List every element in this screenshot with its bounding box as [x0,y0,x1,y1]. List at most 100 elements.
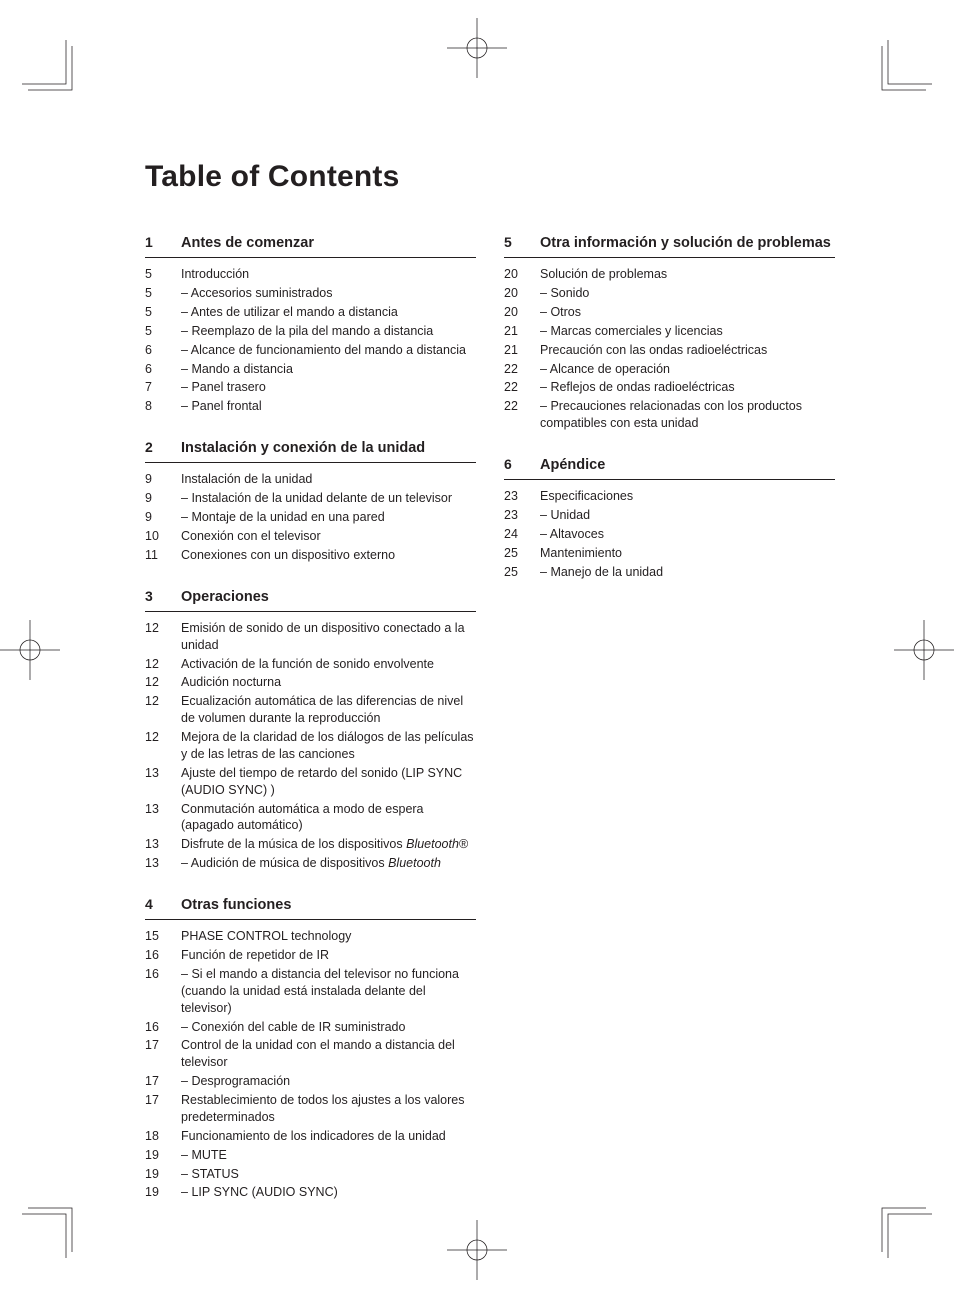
toc-entries: 23Especificaciones23Unidad24Altavoces25M… [504,488,835,580]
toc-entry: 7Panel trasero [145,379,476,396]
toc-entry: 22Precauciones relacionadas con los prod… [504,398,835,432]
toc-entry: 12Mejora de la claridad de los diálogos … [145,729,476,763]
toc-entry-page: 16 [145,947,181,964]
toc-entry-text: Instalación de la unidad delante de un t… [181,490,476,507]
toc-entry-page: 15 [145,928,181,945]
toc-section-head: 6Apéndice [504,456,835,480]
toc-entry-text: Panel trasero [181,379,476,396]
toc-entry: 17Control de la unidad con el mando a di… [145,1037,476,1071]
toc-column: 1Antes de comenzar5Introducción5Accesori… [145,234,476,1201]
toc-entry-text: Manejo de la unidad [540,564,835,581]
toc-entry-text: Mando a distancia [181,361,476,378]
toc-entry-page: 9 [145,509,181,526]
toc-section-head: 2Instalación y conexión de la unidad [145,439,476,463]
toc-section: 2Instalación y conexión de la unidad9Ins… [145,439,476,564]
toc-entry: 6Alcance de funcionamiento del mando a d… [145,342,476,359]
toc-entry: 12Emisión de sonido de un dispositivo co… [145,620,476,654]
toc-entry: 22Alcance de operación [504,361,835,378]
toc-entry-text: Alcance de operación [540,361,835,378]
toc-entries: 20Solución de problemas20Sonido20Otros21… [504,266,835,432]
toc-entry-page: 20 [504,304,540,321]
toc-entry-page: 20 [504,285,540,302]
toc-section-number: 2 [145,439,181,455]
toc-entry-text: Restablecimiento de todos los ajustes a … [181,1092,476,1126]
toc-section-head: 4Otras funciones [145,896,476,920]
toc-entry-text: Ajuste del tiempo de retardo del sonido … [181,765,476,799]
page-content: Table of Contents 1Antes de comenzar5Int… [145,160,835,1201]
toc-entry: 21Precaución con las ondas radioeléctric… [504,342,835,359]
toc-entry-text: Montaje de la unidad en una pared [181,509,476,526]
crop-mark-bottom-center [447,1220,507,1280]
toc-entries: 5Introducción5Accesorios suministrados5A… [145,266,476,415]
toc-entry-page: 13 [145,855,181,872]
toc-entry-text: Reflejos de ondas radioeléctricas [540,379,835,396]
toc-section-head: 3Operaciones [145,588,476,612]
toc-entry-text: Unidad [540,507,835,524]
toc-entry-page: 7 [145,379,181,396]
toc-entry-page: 24 [504,526,540,543]
toc-entry-page: 16 [145,1019,181,1036]
toc-entry: 22Reflejos de ondas radioeléctricas [504,379,835,396]
toc-section: 6Apéndice 23Especificaciones23Unidad24Alt… [504,456,835,581]
toc-section-title: Otras funciones [181,896,291,914]
toc-section-title: Operaciones [181,588,269,606]
toc-entry-text: Solución de problemas [540,266,835,283]
toc-entry: 5Reemplazo de la pila del mando a distan… [145,323,476,340]
toc-entry-page: 12 [145,693,181,710]
toc-entry-text: Función de repetidor de IR [181,947,476,964]
toc-entry-text: Ecualización automática de las diferenci… [181,693,476,727]
toc-entry: 11Conexiones con un dispositivo externo [145,547,476,564]
toc-entry-page: 5 [145,285,181,302]
crop-mark-top-left [22,40,82,100]
toc-section-number: 6 [504,456,540,472]
toc-entry: 16Conexión del cable de IR suministrado [145,1019,476,1036]
toc-entry: 20Sonido [504,285,835,302]
toc-column: 5Otra información y solución de problema… [504,234,835,1201]
toc-entry-text: Conexiones con un dispositivo externo [181,547,476,564]
toc-section-number: 5 [504,234,540,250]
toc-entry-page: 17 [145,1037,181,1054]
toc-entry-page: 12 [145,729,181,746]
toc-entry: 12Audición nocturna [145,674,476,691]
toc-section: 4Otras funciones15PHASE CONTROL technolo… [145,896,476,1201]
toc-entry-page: 5 [145,323,181,340]
toc-entry: 5Introducción [145,266,476,283]
toc-entry-text: Conexión con el televisor [181,528,476,545]
toc-entry-page: 19 [145,1166,181,1183]
toc-entry: 21Marcas comerciales y licencias [504,323,835,340]
crop-mark-top-center [447,18,507,78]
toc-entry: 6Mando a distancia [145,361,476,378]
toc-entry-page: 12 [145,656,181,673]
toc-entry: 12Ecualización automática de las diferen… [145,693,476,727]
toc-entry-text: Funcionamiento de los indicadores de la … [181,1128,476,1145]
toc-entry-page: 22 [504,379,540,396]
toc-entry: 10Conexión con el televisor [145,528,476,545]
toc-entry-text: Control de la unidad con el mando a dist… [181,1037,476,1071]
toc-entry-page: 21 [504,323,540,340]
toc-entry: 9Montaje de la unidad en una pared [145,509,476,526]
toc-entry-page: 17 [145,1092,181,1109]
toc-entry-text: Instalación de la unidad [181,471,476,488]
toc-entry: 20Otros [504,304,835,321]
toc-section-number: 4 [145,896,181,912]
toc-entry-text: Conmutación automática a modo de espera … [181,801,476,835]
toc-section: 5Otra información y solución de problema… [504,234,835,432]
toc-entry: 13Disfrute de la música de los dispositi… [145,836,476,853]
toc-entry: 25Mantenimiento [504,545,835,562]
toc-section-head: 1Antes de comenzar [145,234,476,258]
toc-entry-page: 8 [145,398,181,415]
toc-entry-text: PHASE CONTROL technology [181,928,476,945]
toc-entry: 17Restablecimiento de todos los ajustes … [145,1092,476,1126]
toc-entry: 13Audición de música de dispositivos Blu… [145,855,476,872]
toc-entry: 12Activación de la función de sonido env… [145,656,476,673]
toc-entry-text: Conexión del cable de IR suministrado [181,1019,476,1036]
toc-entry: 8Panel frontal [145,398,476,415]
toc-entry-text: Audición de música de dispositivos Bluet… [181,855,476,872]
toc-entry-text: Precauciones relacionadas con los produc… [540,398,835,432]
toc-entry-page: 5 [145,304,181,321]
toc-entry-page: 10 [145,528,181,545]
toc-entry-text: STATUS [181,1166,476,1183]
toc-section-title: Instalación y conexión de la unidad [181,439,425,457]
toc-entry: 15PHASE CONTROL technology [145,928,476,945]
toc-entry-page: 16 [145,966,181,983]
